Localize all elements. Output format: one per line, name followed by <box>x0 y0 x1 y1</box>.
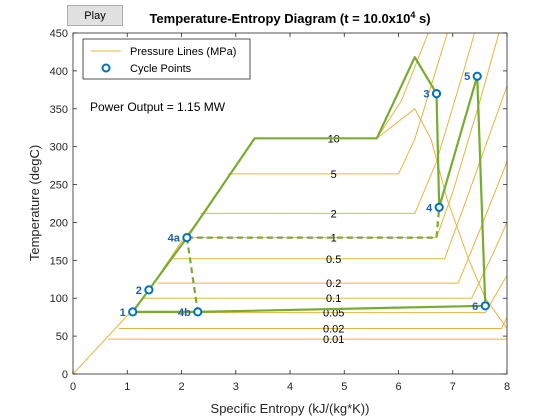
chart-title: Temperature-Entropy Diagram (t = 10.0x10… <box>149 10 430 26</box>
pressure-line-label: 0.2 <box>326 278 341 290</box>
pressure-line-label: 2 <box>331 208 337 220</box>
pressure-line-label: 0.05 <box>323 308 344 320</box>
y-tick-label: 450 <box>50 28 68 40</box>
pressure-line-5 <box>157 161 507 284</box>
cycle-point-6 <box>480 301 490 311</box>
legend-box <box>82 38 251 80</box>
x-tick-label: 2 <box>178 381 184 393</box>
cycle-point-label: 6 <box>472 301 478 313</box>
cycle-point-label: 3 <box>423 89 429 101</box>
legend: Pressure Lines (MPa) Cycle Points <box>82 38 251 80</box>
y-tick-label: 100 <box>50 293 68 305</box>
y-tick-label: 0 <box>62 369 68 381</box>
pressure-line-8 <box>119 316 507 329</box>
pressure-line-label: 0.1 <box>326 293 341 305</box>
y-axis-ticks: 0 50 100 150 200 250 300 350 400 450 <box>50 28 507 381</box>
pressure-line-6 <box>143 222 507 299</box>
pressure-line-label: 0.01 <box>323 334 344 346</box>
cycle-point-4a <box>182 233 192 243</box>
legend-points-label: Cycle Points <box>130 63 192 75</box>
x-tick-label: 0 <box>70 381 76 393</box>
pressure-line-7 <box>132 275 507 314</box>
pressure-line-4 <box>173 85 507 260</box>
x-tick-label: 5 <box>341 381 347 393</box>
cycle-point-4 <box>434 202 444 212</box>
cycle-point-2 <box>144 285 154 295</box>
pressure-line-label: 0.02 <box>323 324 344 336</box>
x-tick-label: 1 <box>124 381 130 393</box>
legend-points-swatch <box>101 63 111 73</box>
cycle-path-solid <box>131 56 487 313</box>
cycle-path-dashed-extraction <box>185 237 199 313</box>
x-tick-label: 3 <box>233 381 239 393</box>
cycle-point-label: 4a <box>168 233 181 245</box>
x-tick-label: 8 <box>504 381 510 393</box>
legend-pressure-label: Pressure Lines (MPa) <box>130 46 236 58</box>
cycle-point-5 <box>472 71 482 81</box>
y-tick-label: 350 <box>50 104 68 116</box>
cycle-point-label: 4b <box>178 307 191 319</box>
y-tick-label: 300 <box>50 142 68 154</box>
y-axis-label: Temperature (degC) <box>27 145 42 261</box>
x-axis-label: Specific Entropy (kJ/(kg*K)) <box>211 401 370 416</box>
pressure-line-label: 5 <box>331 169 337 181</box>
pressure-line-2 <box>200 33 475 214</box>
cycle-point-label: 2 <box>136 285 142 297</box>
cycle-path-dashed <box>186 207 441 239</box>
cycle-point-label: 4 <box>426 202 433 214</box>
power-output-annotation: Power Output = 1.15 MW <box>90 100 226 114</box>
cycle-path <box>131 56 487 313</box>
x-tick-label: 6 <box>395 381 401 393</box>
x-tick-label: 7 <box>450 381 456 393</box>
cycle-point-label: 1 <box>120 307 126 319</box>
y-tick-label: 200 <box>50 217 68 229</box>
y-tick-label: 400 <box>50 66 68 78</box>
pressure-line-3 <box>186 33 500 239</box>
pressure-line-label: 0.5 <box>326 254 341 266</box>
y-tick-label: 150 <box>50 255 68 267</box>
x-tick-label: 4 <box>287 381 293 393</box>
y-tick-label: 50 <box>56 331 68 343</box>
plot-area <box>73 33 507 374</box>
cycle-point-3 <box>431 89 442 99</box>
cycle-point-1 <box>128 307 138 317</box>
cycle-point-label: 5 <box>464 71 470 83</box>
play-button[interactable]: Play <box>67 5 123 26</box>
y-tick-label: 250 <box>50 180 68 192</box>
cycle-point-4b <box>193 307 203 317</box>
pressure-line-label: 1 <box>331 233 337 245</box>
